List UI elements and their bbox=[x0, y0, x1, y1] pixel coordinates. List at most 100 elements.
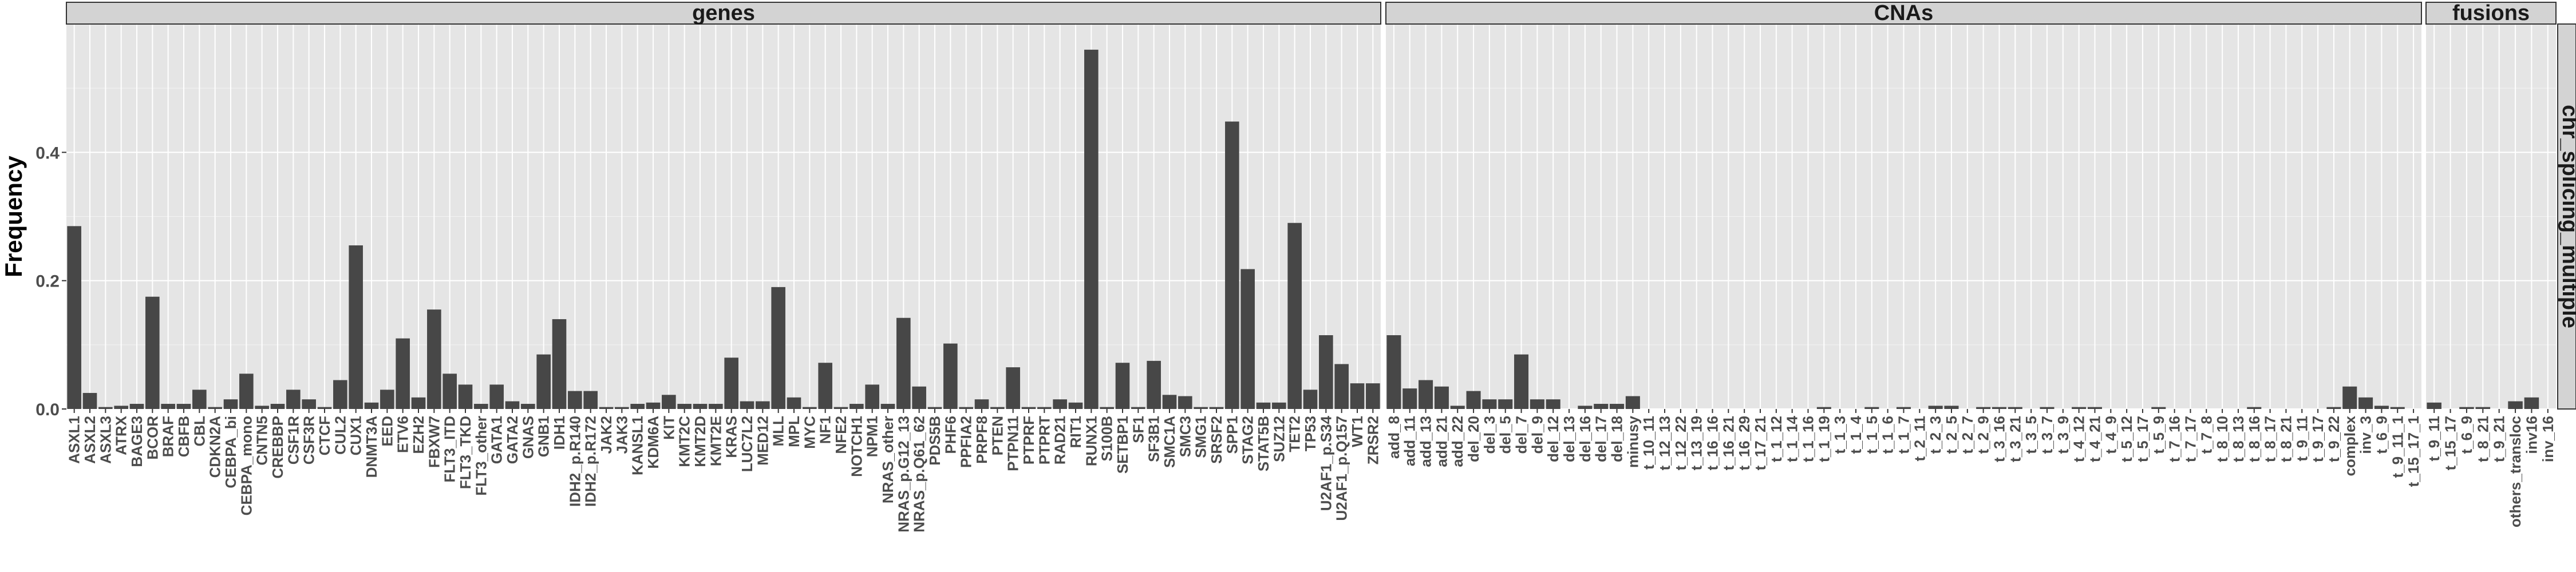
bar-BCOR bbox=[145, 296, 160, 409]
x-tick-label: SF1 bbox=[1129, 416, 1147, 443]
bar-add_22 bbox=[1450, 406, 1465, 409]
x-tick-label: inv_3 bbox=[2357, 416, 2374, 454]
x-tick-label: BRAF bbox=[160, 416, 177, 457]
x-tick-label: inv16 bbox=[2523, 416, 2540, 454]
x-tick-label: TET2 bbox=[1286, 416, 1303, 452]
x-tick-label: ETV6 bbox=[394, 416, 412, 453]
bar-CEBPA_bi bbox=[223, 399, 238, 409]
x-tick-label: FBXW7 bbox=[425, 416, 442, 468]
x-tick-label: t_13_19 bbox=[1688, 416, 1705, 470]
bar-IDH1 bbox=[552, 319, 567, 409]
bar-t_9_11 bbox=[2427, 402, 2441, 409]
x-tick-label: ASXL3 bbox=[97, 416, 114, 464]
bar-NF1 bbox=[818, 363, 832, 409]
bar-STAG2 bbox=[1240, 269, 1255, 409]
bar-t_1_5 bbox=[1864, 407, 1879, 409]
x-tick-label: inv_16 bbox=[2539, 416, 2557, 462]
x-tick-label: NRAS_p.Q61_62 bbox=[911, 416, 928, 533]
bar-FLT3_TKD bbox=[458, 384, 473, 409]
x-tick-label: PTEN bbox=[989, 416, 1006, 455]
x-tick-label: JAK3 bbox=[613, 416, 630, 454]
bar-del_18 bbox=[1610, 404, 1625, 409]
x-tick-label: t_4_21 bbox=[2086, 416, 2103, 462]
x-tick-label: t_1_16 bbox=[1800, 416, 1817, 462]
bar-RIT1 bbox=[1068, 402, 1083, 409]
x-tick-label: S100B bbox=[1099, 416, 1116, 462]
x-tick-label: t_2_9 bbox=[1975, 416, 1992, 454]
bar-t_5_9 bbox=[2151, 407, 2166, 409]
x-tick-label: KMT2E bbox=[707, 416, 724, 466]
bar-WT1 bbox=[1350, 383, 1365, 409]
x-tick-label: others_transloc bbox=[2507, 416, 2524, 527]
x-tick-label: t_8_21 bbox=[2277, 416, 2294, 462]
x-tick-label: t_17_21 bbox=[1752, 416, 1769, 470]
x-tick-label: PTPRT bbox=[1036, 416, 1053, 464]
x-tick-label: KMT2D bbox=[692, 416, 709, 467]
y-axis-title: Frequency bbox=[0, 156, 27, 277]
bar-KRAS bbox=[724, 357, 738, 409]
facet-strip-label: CNAs bbox=[1874, 1, 1933, 25]
bar-t_8_16 bbox=[2247, 407, 2262, 409]
x-tick-label: GNB1 bbox=[535, 416, 552, 457]
x-tick-label: EZH2 bbox=[410, 416, 427, 454]
bar-add_8 bbox=[1386, 335, 1401, 409]
x-tick-label: SRSF2 bbox=[1208, 416, 1225, 464]
x-tick-label: del_17 bbox=[1593, 416, 1610, 462]
bar-SRSF2 bbox=[1209, 407, 1224, 409]
bar-GNAS bbox=[521, 404, 535, 409]
x-tick-label: JAK2 bbox=[598, 416, 615, 454]
bar-GNB1 bbox=[536, 354, 551, 409]
bar-BAGE3 bbox=[129, 404, 144, 409]
bar-MLL bbox=[771, 287, 785, 409]
x-tick-label: t_5_9 bbox=[2150, 416, 2167, 454]
bar-CSF3R bbox=[302, 399, 316, 409]
bar-t_2_3 bbox=[1928, 406, 1943, 409]
x-tick-label: t_12_22 bbox=[1672, 416, 1689, 470]
x-tick-label: CSF1R bbox=[285, 416, 302, 464]
y-tick-label: 0.2 bbox=[35, 272, 60, 291]
bar-t_8_21 bbox=[2475, 407, 2491, 409]
bar-add_13 bbox=[1419, 380, 1433, 409]
bar-t_9_22 bbox=[2326, 407, 2341, 409]
x-tick-label: t_9_11_1 bbox=[2389, 416, 2406, 478]
x-tick-label: del_12 bbox=[1544, 416, 1562, 462]
x-tick-label: RUNX1 bbox=[1082, 416, 1100, 466]
bar-del_20 bbox=[1466, 391, 1481, 409]
bar-CSF1R bbox=[286, 390, 301, 409]
x-tick-label: t_8_16 bbox=[2246, 416, 2263, 462]
bar-PTPRT bbox=[1037, 407, 1052, 409]
bar-t_2_9 bbox=[1976, 407, 1991, 409]
x-tick-label: U2AF1_p.S34 bbox=[1317, 415, 1334, 511]
bar-CEBPA_mono bbox=[239, 374, 254, 409]
bar-SETBP1 bbox=[1115, 363, 1130, 409]
bar-t_1_7 bbox=[1896, 407, 1911, 409]
x-tick-label: BCOR bbox=[144, 416, 161, 460]
bar-ZRSR2 bbox=[1366, 383, 1380, 409]
x-tick-label: IDH2_p.R140 bbox=[566, 416, 583, 507]
x-tick-label: t_2_11 bbox=[1911, 416, 1928, 462]
x-tick-label: t_6_9 bbox=[2373, 416, 2390, 454]
x-tick-label: minusy bbox=[1624, 415, 1641, 468]
x-tick-label: t_15_17_1 bbox=[2405, 416, 2422, 487]
x-tick-label: CUL2 bbox=[331, 416, 349, 455]
bar-KDM6A bbox=[646, 402, 661, 409]
x-tick-label: add_8 bbox=[1385, 416, 1402, 459]
facet-panel-fusions: t_9_11t_15_17t_6_9t_8_21t_9_21others_tra… bbox=[2425, 1, 2557, 527]
x-tick-label: ASXL2 bbox=[81, 416, 98, 464]
x-tick-label: NFE2 bbox=[832, 416, 850, 454]
bar-t_6_9 bbox=[2459, 407, 2474, 409]
bar-t_1_19 bbox=[1816, 407, 1831, 409]
bar-PDS5B bbox=[927, 407, 942, 409]
bar-SMG1 bbox=[1194, 407, 1208, 409]
x-tick-label: t_9_21 bbox=[2491, 416, 2508, 462]
x-tick-label: del_3 bbox=[1481, 416, 1498, 454]
facet-panel-cnas: add_8add_11add_13add_21add_22del_20del_3… bbox=[1385, 1, 2422, 487]
bar-SMC1A bbox=[1162, 395, 1177, 409]
bar-t_3_7 bbox=[2040, 407, 2055, 409]
bar-PTPN11 bbox=[1006, 367, 1020, 409]
bar-del_17 bbox=[1594, 404, 1609, 409]
x-tick-label: CTCF bbox=[316, 416, 333, 455]
x-tick-label: GATA1 bbox=[488, 416, 505, 464]
x-tick-label: KRAS bbox=[723, 416, 740, 458]
x-tick-label: CBFB bbox=[175, 416, 192, 457]
